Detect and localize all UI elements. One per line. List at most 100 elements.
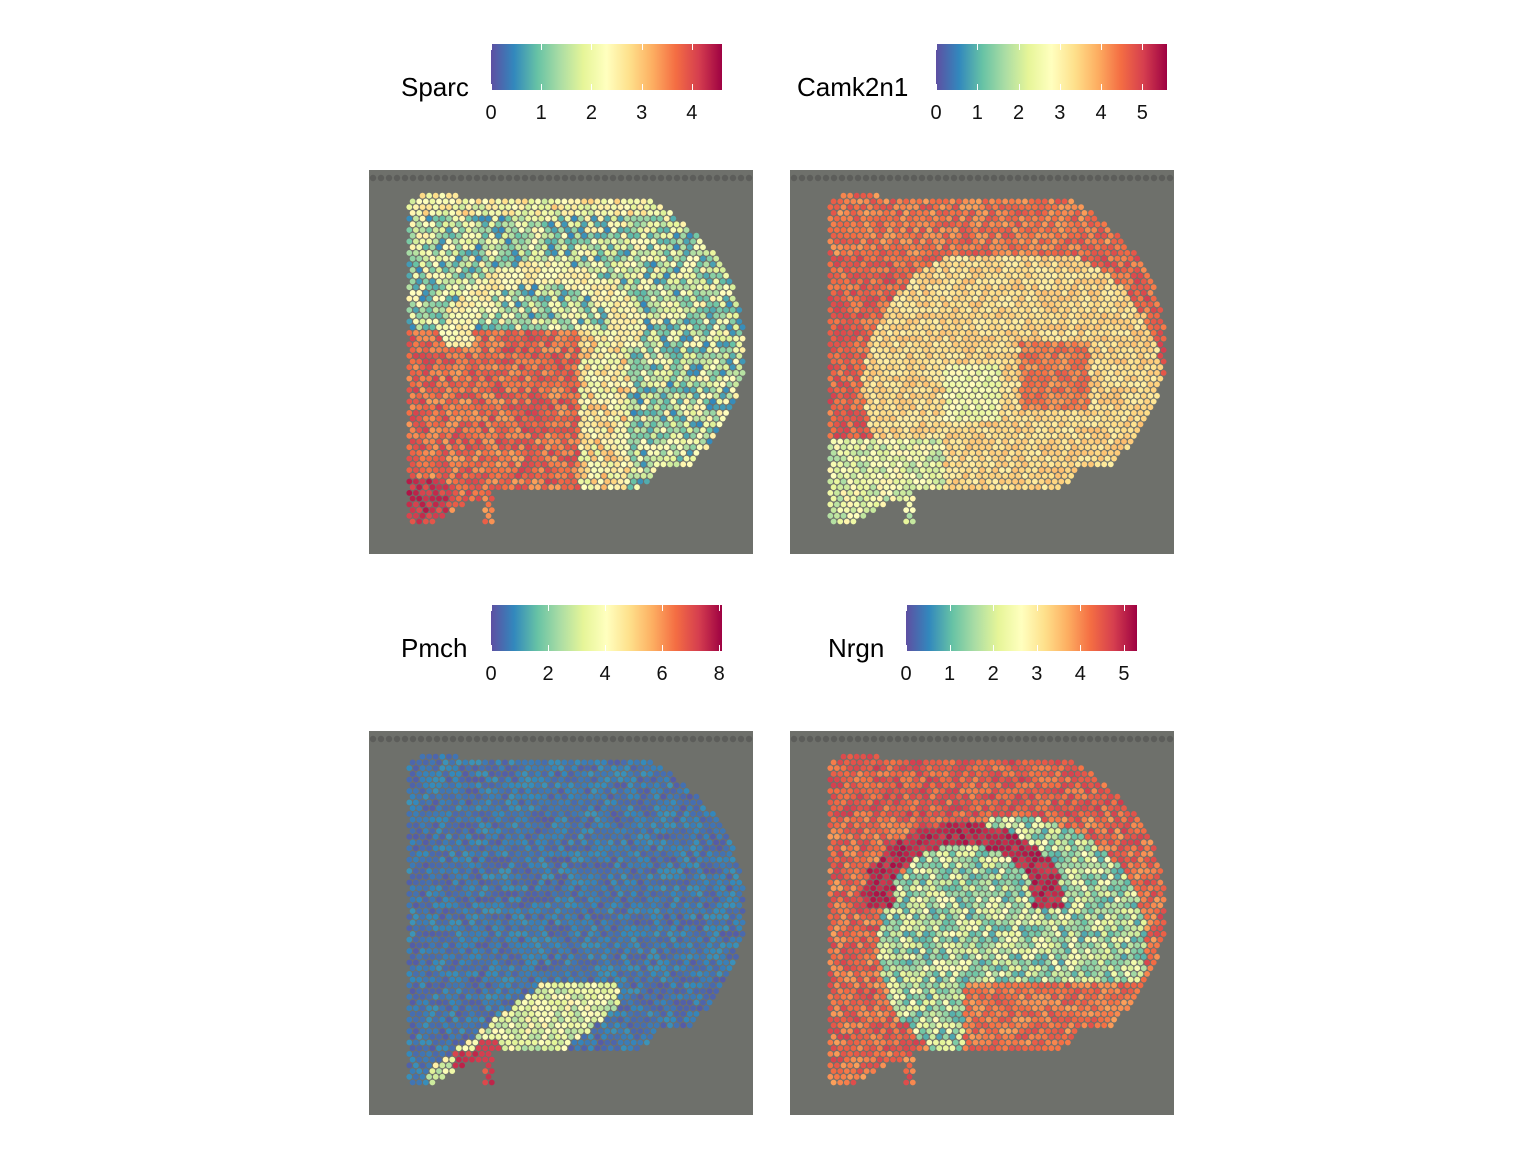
expression-spot xyxy=(890,198,896,205)
expression-spot xyxy=(1005,330,1012,336)
expression-spot xyxy=(886,467,893,473)
expression-spot xyxy=(1098,432,1104,439)
expression-spot xyxy=(452,238,459,245)
expression-spot xyxy=(1134,415,1141,422)
expression-spot xyxy=(531,398,538,405)
expression-spot xyxy=(1041,221,1048,228)
expression-spot xyxy=(442,290,449,296)
expression-spot xyxy=(946,215,952,222)
expression-spot xyxy=(1035,484,1042,491)
expression-spot xyxy=(564,364,571,371)
expression-spot xyxy=(1101,461,1108,468)
expression-spot xyxy=(452,387,459,393)
expression-spot xyxy=(564,375,571,382)
expression-spot xyxy=(518,455,525,462)
expression-spot xyxy=(432,272,439,279)
expression-spot xyxy=(880,410,886,416)
expression-spot xyxy=(512,375,518,382)
fiducial-dot xyxy=(633,174,641,182)
expression-spot xyxy=(449,244,456,251)
expression-spot xyxy=(426,250,432,256)
expression-spot xyxy=(893,295,900,302)
fiducial-dot xyxy=(665,174,673,182)
expression-spot xyxy=(1051,467,1058,473)
tick-mark xyxy=(1101,44,1102,50)
expression-spot xyxy=(548,370,555,376)
expression-spot xyxy=(723,375,729,382)
expression-spot xyxy=(637,227,644,233)
expression-spot xyxy=(949,290,956,296)
expression-spot xyxy=(495,381,502,388)
expression-spot xyxy=(896,461,903,468)
expression-spot xyxy=(455,450,462,456)
fiducial-dot xyxy=(1126,174,1134,182)
expression-spot xyxy=(1055,404,1061,411)
expression-spot xyxy=(419,352,426,359)
expression-spot xyxy=(551,284,558,291)
expression-spot xyxy=(972,295,979,302)
colorbar xyxy=(491,44,722,90)
expression-spot xyxy=(1111,250,1117,256)
expression-spot xyxy=(913,352,919,359)
expression-spot xyxy=(903,210,910,216)
expression-spot xyxy=(1098,250,1104,256)
expression-spot xyxy=(979,467,985,473)
expression-spot xyxy=(830,312,837,319)
expression-spot xyxy=(959,250,966,256)
expression-spot xyxy=(827,490,834,496)
expression-spot xyxy=(860,330,867,336)
expression-spot xyxy=(1055,358,1061,365)
expression-spot xyxy=(913,467,919,473)
expression-spot xyxy=(710,318,716,325)
expression-spot xyxy=(436,450,442,456)
expression-spot xyxy=(538,341,545,348)
expression-spot xyxy=(620,472,627,479)
expression-spot xyxy=(426,341,432,348)
expression-spot xyxy=(498,272,505,279)
expression-spot xyxy=(719,301,726,308)
expression-spot xyxy=(1065,227,1071,233)
expression-spot xyxy=(909,301,916,308)
expression-spot xyxy=(923,290,929,296)
expression-spot xyxy=(455,427,462,433)
expression-spot xyxy=(913,261,919,268)
expression-spot xyxy=(989,438,995,445)
expression-spot xyxy=(857,415,863,422)
expression-spot xyxy=(607,472,614,479)
expression-spot xyxy=(710,307,716,313)
expression-spot xyxy=(979,364,985,371)
expression-spot xyxy=(1134,404,1141,411)
expression-spot xyxy=(627,484,634,491)
expression-spot xyxy=(426,421,432,428)
expression-spot xyxy=(647,255,654,262)
expression-spot xyxy=(719,312,726,319)
expression-spot xyxy=(634,290,640,296)
expression-spot xyxy=(860,352,867,359)
expression-spot xyxy=(518,421,525,428)
expression-spot xyxy=(498,284,505,291)
expression-spot xyxy=(680,370,687,376)
expression-spot xyxy=(847,227,853,233)
tick-mark xyxy=(936,84,937,90)
expression-spot xyxy=(962,370,969,376)
expression-spot xyxy=(488,347,495,353)
expression-spot xyxy=(422,232,429,239)
expression-spot xyxy=(1101,450,1108,456)
expression-spot xyxy=(637,375,644,382)
expression-spot xyxy=(677,284,683,291)
expression-spot xyxy=(1101,324,1108,331)
expression-spot xyxy=(1022,472,1028,479)
expression-spot xyxy=(630,364,637,371)
fiducial-dot xyxy=(625,174,633,182)
expression-spot xyxy=(680,278,687,285)
expression-spot xyxy=(439,467,446,473)
expression-spot xyxy=(1015,370,1022,376)
expression-spot xyxy=(1005,341,1012,348)
expression-spot xyxy=(578,261,584,268)
expression-spot xyxy=(933,410,939,416)
expression-spot xyxy=(578,295,584,302)
expression-spot xyxy=(1078,455,1084,462)
expression-spot xyxy=(863,358,870,365)
expression-spot xyxy=(830,210,837,216)
expression-spot xyxy=(429,210,436,216)
